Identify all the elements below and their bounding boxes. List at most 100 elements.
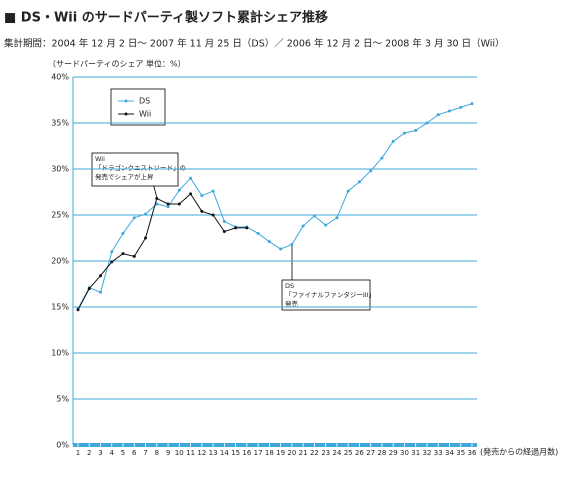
annotation-text: 発売でシェアが上昇 bbox=[95, 172, 154, 181]
x-axis-label: (発売からの経過月数) bbox=[480, 447, 558, 457]
x-tick-label: 7 bbox=[143, 449, 147, 457]
data-point bbox=[144, 212, 148, 216]
x-tick-label: 9 bbox=[166, 449, 170, 457]
annotation-text: Wii bbox=[95, 155, 105, 163]
data-point bbox=[155, 196, 159, 200]
y-axis-label: （サードパーティのシェア 単位：%） bbox=[48, 59, 186, 69]
x-tick-label: 12 bbox=[197, 449, 206, 457]
data-point bbox=[414, 128, 418, 132]
x-tick-label: 6 bbox=[132, 449, 137, 457]
y-tick-label: 35% bbox=[51, 119, 69, 128]
data-point bbox=[369, 169, 373, 173]
legend-marker bbox=[124, 99, 128, 103]
annotation-text: 「ファイナルファンタジーIII」 bbox=[285, 290, 375, 299]
data-point bbox=[76, 308, 80, 312]
x-tick-label: 16 bbox=[242, 449, 251, 457]
annotation-text: 「ドラゴンクエストソード」の bbox=[95, 163, 186, 172]
data-point bbox=[234, 226, 238, 230]
data-point bbox=[177, 188, 181, 192]
legend-label: DS bbox=[139, 97, 150, 106]
x-tick-label: 4 bbox=[110, 449, 115, 457]
data-point bbox=[121, 252, 125, 256]
data-point bbox=[267, 240, 271, 244]
x-tick-label: 30 bbox=[400, 449, 409, 457]
x-tick-label: 28 bbox=[377, 449, 386, 457]
x-tick-label: 24 bbox=[332, 449, 341, 457]
x-tick-label: 10 bbox=[175, 449, 184, 457]
annotation-text: DS bbox=[285, 282, 294, 290]
data-point bbox=[189, 176, 193, 180]
data-point bbox=[380, 156, 384, 160]
data-point bbox=[200, 209, 204, 213]
x-tick-label: 5 bbox=[121, 449, 125, 457]
data-point bbox=[222, 230, 226, 234]
x-tick-label: 20 bbox=[287, 449, 296, 457]
x-tick-label: 11 bbox=[186, 449, 195, 457]
data-point bbox=[447, 109, 451, 113]
legend: DS Wii bbox=[110, 88, 166, 126]
x-tick-label: 29 bbox=[389, 449, 398, 457]
data-point bbox=[155, 202, 159, 206]
data-point bbox=[99, 274, 103, 278]
x-tick-label: 3 bbox=[98, 449, 102, 457]
data-point bbox=[391, 139, 395, 143]
x-tick-label: 17 bbox=[254, 449, 263, 457]
x-tick-label: 18 bbox=[265, 449, 274, 457]
legend-marker bbox=[124, 112, 128, 116]
data-point bbox=[324, 223, 328, 227]
y-tick-label: 20% bbox=[51, 257, 69, 266]
data-point bbox=[177, 202, 181, 206]
data-point bbox=[436, 113, 440, 117]
annotation-2: DS「ファイナルファンタジーIII」発売 bbox=[281, 246, 375, 311]
x-tick-label: 21 bbox=[299, 449, 308, 457]
data-point bbox=[144, 236, 148, 240]
x-tick-label: 22 bbox=[310, 449, 319, 457]
chart-subtitle: 集計期間：2004 年 12 月 2 日～ 2007 年 11 月 25 日（D… bbox=[4, 38, 505, 50]
y-tick-label: 0% bbox=[56, 441, 69, 450]
data-point bbox=[222, 219, 226, 223]
data-point bbox=[121, 231, 125, 235]
data-point bbox=[132, 254, 136, 258]
data-point bbox=[312, 214, 316, 218]
data-point bbox=[279, 247, 283, 251]
x-tick-label: 19 bbox=[276, 449, 285, 457]
x-tick-label: 2 bbox=[87, 449, 91, 457]
x-tick-label: 32 bbox=[423, 449, 432, 457]
data-point bbox=[425, 121, 429, 125]
data-point bbox=[166, 202, 170, 206]
data-point bbox=[470, 102, 474, 106]
data-point bbox=[200, 194, 204, 198]
y-tick-label: 25% bbox=[51, 211, 69, 220]
y-tick-label: 5% bbox=[56, 395, 69, 404]
series-line bbox=[77, 193, 247, 310]
data-point bbox=[357, 180, 361, 184]
x-tick-label: 33 bbox=[434, 449, 443, 457]
data-point bbox=[110, 250, 114, 254]
y-tick-label: 40% bbox=[51, 73, 69, 82]
x-tick-label: 1 bbox=[76, 449, 80, 457]
chart-title: ■ DS・Wii のサードパーティ製ソフト累計シェア推移 bbox=[4, 10, 328, 26]
x-tick-label: 26 bbox=[355, 449, 364, 457]
data-point bbox=[459, 105, 463, 109]
x-tick-label: 31 bbox=[411, 449, 420, 457]
x-tick-label: 34 bbox=[445, 449, 454, 457]
x-tick-label: 13 bbox=[209, 449, 218, 457]
x-tick-label: 15 bbox=[231, 449, 240, 457]
data-point bbox=[189, 192, 193, 196]
legend-label: Wii bbox=[139, 110, 151, 119]
y-tick-label: 15% bbox=[51, 303, 69, 312]
x-tick-label: 35 bbox=[456, 449, 465, 457]
y-tick-label: 30% bbox=[51, 165, 69, 174]
data-point bbox=[110, 260, 114, 264]
data-point bbox=[402, 131, 406, 135]
x-tick-label: 27 bbox=[366, 449, 375, 457]
data-point bbox=[87, 287, 91, 291]
x-tick-label: 25 bbox=[344, 449, 353, 457]
x-tick-label: 14 bbox=[220, 449, 229, 457]
x-axis bbox=[73, 443, 477, 447]
data-point bbox=[99, 290, 103, 294]
data-point bbox=[245, 226, 249, 230]
data-point bbox=[256, 231, 260, 235]
